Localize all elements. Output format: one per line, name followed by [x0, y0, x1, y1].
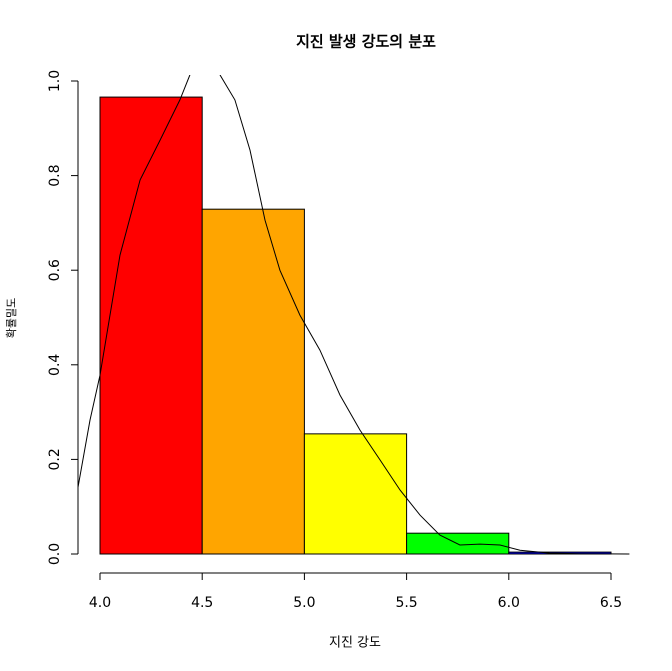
x-tick-label: 5.5: [395, 595, 417, 611]
y-tick-label: 0.2: [47, 448, 63, 470]
density-curve: [78, 75, 630, 555]
y-tick-label: 0.0: [47, 543, 63, 565]
x-tick-label: 4.0: [89, 595, 111, 611]
y-tick-label: 0.4: [47, 354, 63, 376]
bar: [201, 208, 305, 555]
x-axis-label: 지진 강도: [329, 636, 381, 651]
x-tick-label: 4.5: [191, 595, 213, 611]
bar: [99, 96, 203, 555]
y-tick-label: 0.8: [47, 164, 63, 186]
x-tick-label: 6.0: [498, 595, 520, 611]
density-group: [78, 75, 630, 555]
y-axis-label: 확률밀도: [5, 298, 18, 338]
bar: [303, 433, 408, 555]
x-tick-label: 6.5: [600, 595, 622, 611]
x-tick-label: 5.0: [293, 595, 315, 611]
y-tick-label: 0.6: [47, 259, 63, 281]
chart-title: 지진 발생 강도의 분포: [296, 33, 436, 51]
y-tick-label: 1.0: [47, 70, 63, 92]
